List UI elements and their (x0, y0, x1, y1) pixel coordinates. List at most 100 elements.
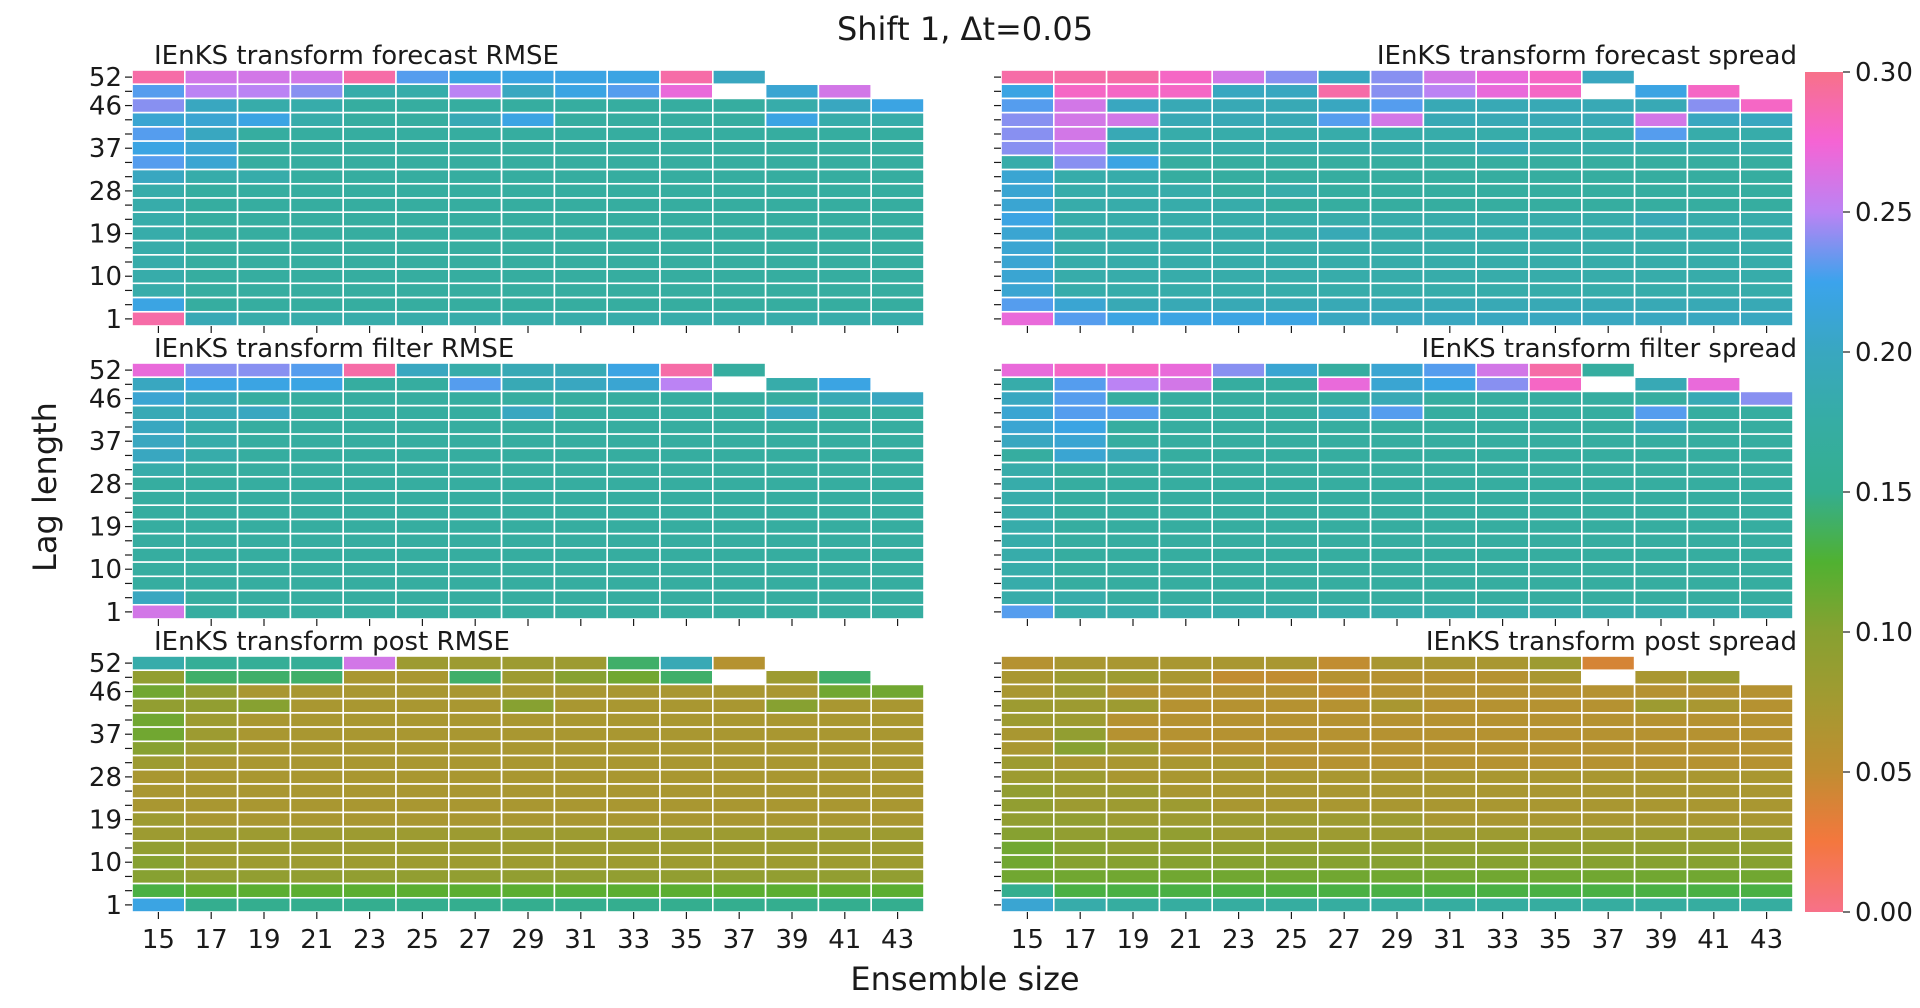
heatmap-cell (711, 726, 767, 743)
heatmap-cell (1422, 490, 1478, 507)
heatmap-cell (1000, 811, 1055, 828)
heatmap-cell (553, 754, 609, 771)
heatmap-cell (1422, 376, 1478, 393)
heatmap-cell (1528, 589, 1583, 606)
y-tick-label: 46 (89, 92, 122, 122)
heatmap-cell (447, 225, 503, 242)
heatmap-cell (236, 404, 292, 421)
heatmap-cell (447, 854, 503, 871)
heatmap-cell (236, 825, 292, 842)
heatmap-cell (1053, 390, 1108, 407)
heatmap-cell (500, 504, 556, 521)
heatmap-cell (606, 811, 661, 828)
heatmap-cell (764, 840, 820, 856)
heatmap-cell (500, 447, 556, 464)
heatmap-cell (711, 840, 767, 856)
heatmap-cell (236, 811, 292, 828)
heatmap-cell (1633, 461, 1689, 478)
heatmap-cell (1528, 362, 1583, 379)
heatmap-cell (1000, 854, 1055, 871)
heatmap-cell (1105, 447, 1161, 464)
heatmap-cell (1475, 490, 1530, 507)
heatmap-cell (1158, 797, 1214, 814)
heatmap-cell (184, 840, 239, 856)
heatmap-cell (500, 268, 556, 285)
heatmap-cell (131, 254, 186, 270)
heatmap-cell (1686, 197, 1742, 214)
heatmap-cell (606, 211, 661, 228)
heatmap-cell (342, 825, 397, 842)
heatmap-cell (395, 754, 450, 771)
heatmap-cell (342, 783, 397, 800)
heatmap-cell (1633, 239, 1689, 256)
heatmap-cell (1000, 547, 1055, 563)
heatmap-cell (1422, 225, 1478, 242)
heatmap-cell (1422, 254, 1478, 270)
heatmap-cell (659, 254, 714, 270)
heatmap-cell (1317, 896, 1372, 913)
heatmap-cell (659, 882, 714, 899)
heatmap-cell (289, 126, 344, 142)
heatmap-cell (553, 655, 609, 672)
heatmap-cell (1369, 868, 1425, 885)
heatmap-cell (1105, 376, 1161, 393)
heatmap-cell (764, 882, 820, 899)
heatmap-cell (1317, 589, 1372, 606)
heatmap-cell (1475, 575, 1530, 592)
heatmap-cell (1686, 433, 1742, 450)
heatmap-cell (500, 211, 556, 228)
heatmap-cell (1475, 547, 1530, 563)
heatmap-cell (1105, 126, 1161, 142)
heatmap-cell (1105, 211, 1161, 228)
heatmap-cell (817, 532, 873, 549)
heatmap-cell (659, 111, 714, 128)
heatmap-cell (500, 168, 556, 185)
heatmap-cell (289, 404, 344, 421)
heatmap-cell (764, 282, 820, 299)
heatmap-cell (1369, 140, 1425, 157)
heatmap-cell (395, 868, 450, 885)
heatmap-cell (553, 532, 609, 549)
heatmap-cell (1581, 475, 1636, 492)
heatmap-cell (1053, 282, 1108, 299)
heatmap-cell (870, 461, 925, 478)
heatmap-cell (1369, 532, 1425, 549)
heatmap-cell (1422, 896, 1478, 913)
heatmap-cell (1581, 254, 1636, 270)
heatmap-cell (342, 740, 397, 757)
heatmap-cell (1369, 712, 1425, 728)
heatmap-cell (1317, 854, 1372, 871)
heatmap-cell (236, 490, 292, 507)
heatmap-cell (1475, 310, 1530, 327)
heatmap-cell (184, 532, 239, 549)
heatmap-cell (236, 376, 292, 393)
heatmap-cell (553, 697, 609, 714)
heatmap-cell (447, 111, 503, 128)
heatmap-cell (1053, 896, 1108, 913)
heatmap-cell (1686, 896, 1742, 913)
heatmap-cell (870, 310, 925, 327)
heatmap-cell (289, 376, 344, 393)
heatmap-cell (447, 896, 503, 913)
heatmap-cell (1633, 575, 1689, 592)
heatmap-cell (289, 697, 344, 714)
heatmap-cell (1686, 825, 1742, 842)
heatmap-cell (447, 504, 503, 521)
heatmap-cell (764, 669, 820, 686)
heatmap-cell (1369, 697, 1425, 714)
heatmap-cell (342, 797, 397, 814)
heatmap-cell (606, 740, 661, 757)
heatmap-cell (764, 740, 820, 757)
heatmap-cell (1158, 154, 1214, 171)
heatmap-cell (1686, 490, 1742, 507)
heatmap-cell (131, 390, 186, 407)
heatmap-cell (184, 811, 239, 828)
heatmap-cell (659, 683, 714, 700)
heatmap-cell (870, 296, 925, 313)
heatmap-cell (1422, 390, 1478, 407)
heatmap-cell (1581, 882, 1636, 899)
heatmap-cell (1211, 475, 1266, 492)
y-tick-label: 1 (105, 891, 122, 921)
heatmap-cell (447, 697, 503, 714)
heatmap-cell (500, 390, 556, 407)
